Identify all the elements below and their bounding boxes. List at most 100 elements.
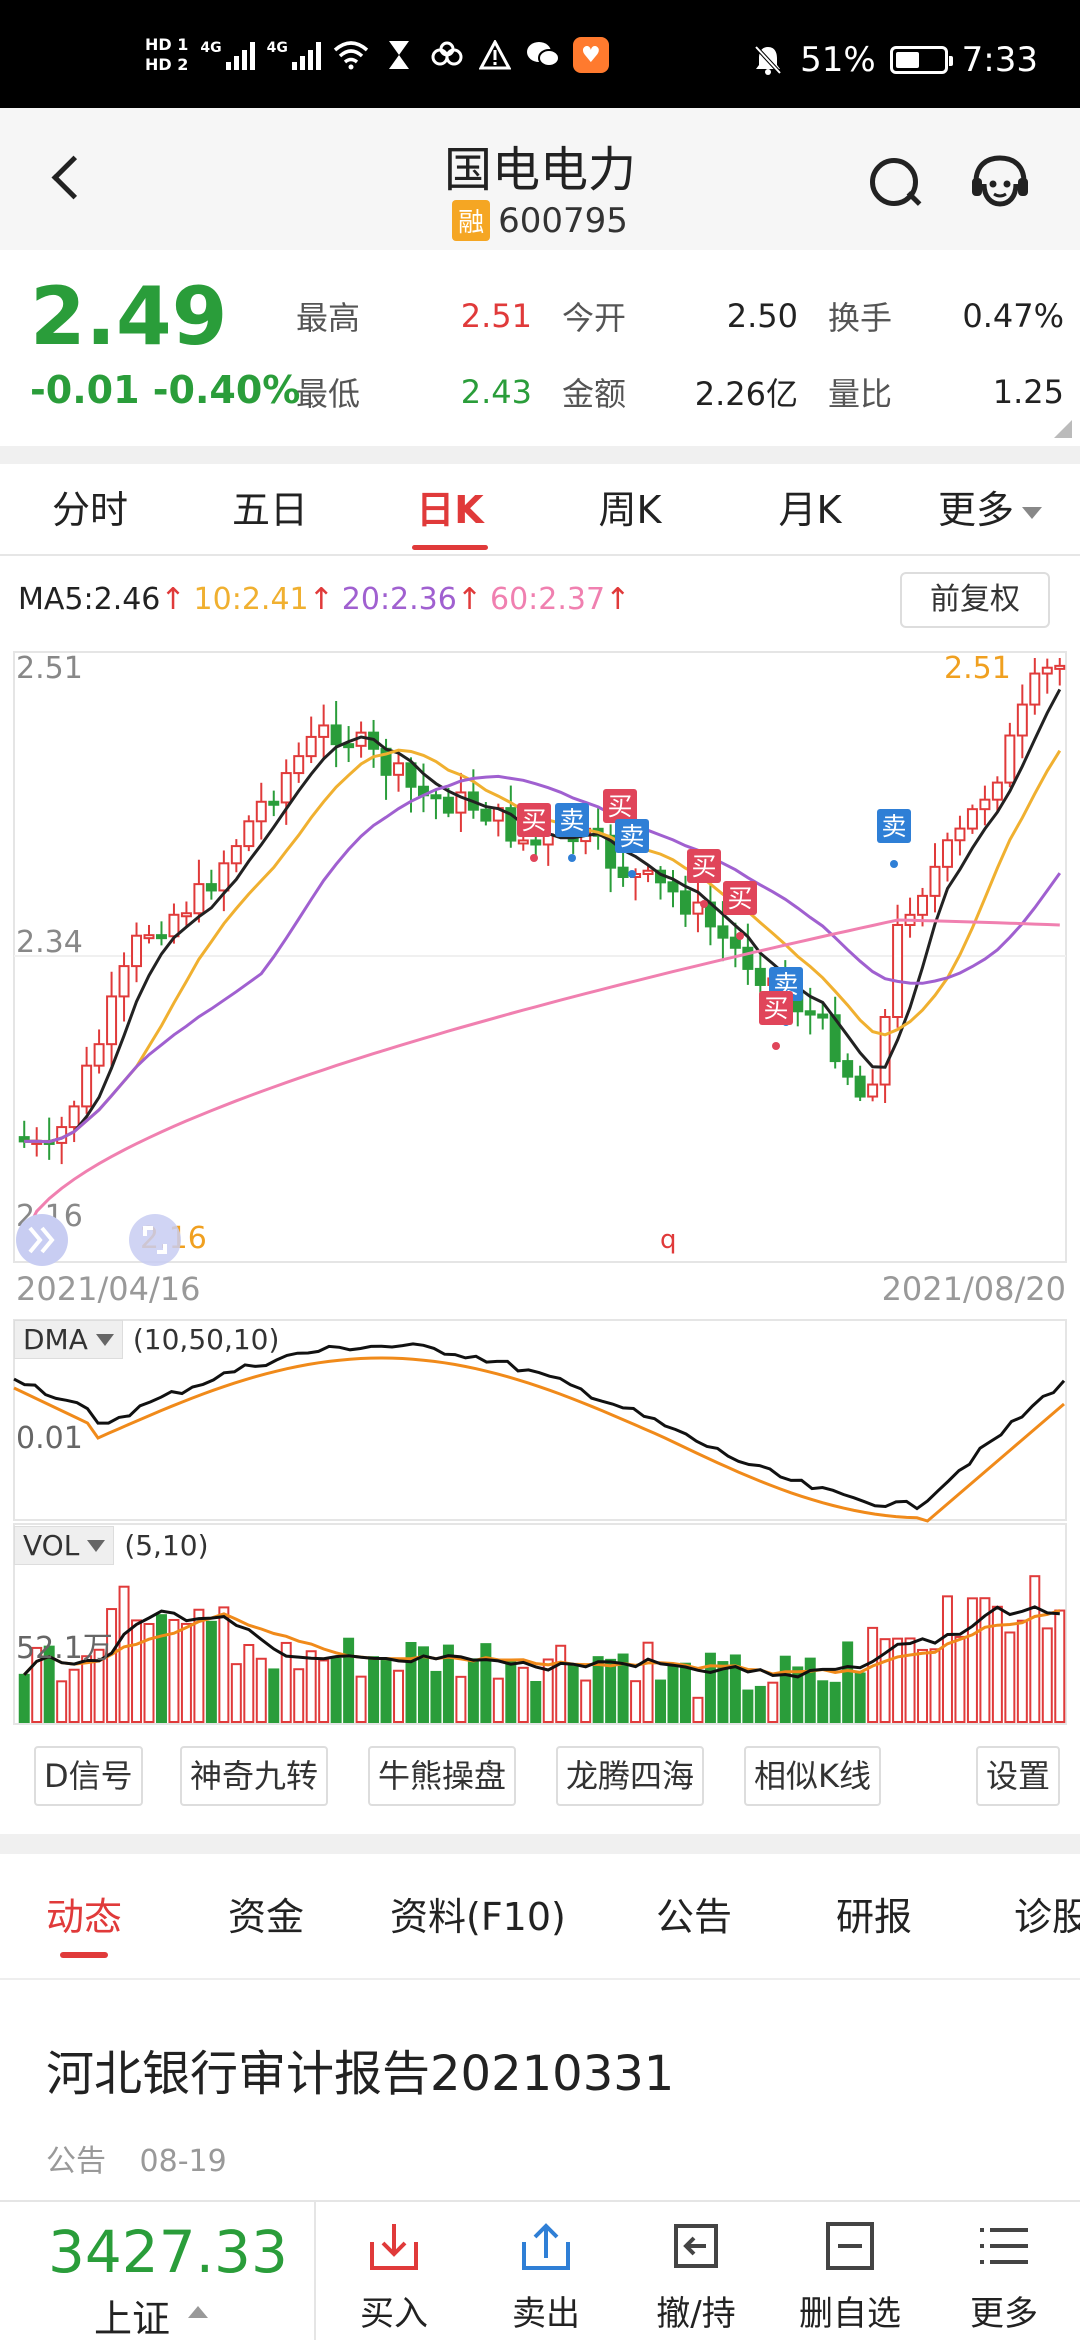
infinity-icon [429, 37, 465, 73]
tool-dragon[interactable]: 龙腾四海 [556, 1746, 705, 1806]
ma10-text: 10:2.41 [193, 582, 309, 617]
stat-value: 2.51 [460, 297, 532, 335]
stat-label: 金额 [562, 375, 627, 413]
candle-body [842, 1060, 854, 1078]
volume-bar [18, 1673, 30, 1723]
dma-frame [13, 1319, 1067, 1521]
candle-body [804, 1010, 816, 1016]
tab-daily-k[interactable]: 日K [360, 464, 540, 554]
volume-bar [892, 1637, 904, 1723]
hd-indicator: HD 1 HD 2 [145, 35, 188, 75]
tab-five-day[interactable]: 五日 [180, 464, 360, 554]
volume-bar [767, 1681, 779, 1724]
wechat-icon [525, 37, 561, 73]
volume-bar [929, 1648, 941, 1724]
index-value[interactable]: 3427.33 [48, 2218, 288, 2286]
volume-bar [642, 1641, 654, 1723]
news-title[interactable]: 河北银行审计报告20210331 [46, 2046, 675, 2102]
ma5-line [24, 688, 1062, 1144]
volume-bar [68, 1668, 80, 1724]
tab-intraday[interactable]: 分时 [0, 464, 180, 554]
remove-watchlist-button[interactable]: 删自选 [790, 2218, 910, 2335]
indicator-tools: D信号 神奇九转 牛熊操盘 龙腾四海 相似K线 设置 [0, 1746, 1080, 1812]
search-icon[interactable] [866, 154, 922, 210]
volume-bar [343, 1637, 355, 1724]
tab-more[interactable]: 更多 [900, 464, 1080, 554]
candle-body [717, 925, 729, 939]
candle-body [729, 936, 741, 949]
robot-assistant-icon[interactable] [968, 152, 1032, 212]
tab-announcements[interactable]: 公告 [656, 1895, 733, 1939]
candle-body [93, 1043, 105, 1067]
tab-monthly-k[interactable]: 月K [720, 464, 900, 554]
cancel-hold-button[interactable]: 撤/持 [636, 2218, 756, 2335]
stat-value: 0.47% [962, 297, 1064, 335]
stock-header: 国电电力 融 600795 [0, 108, 1080, 250]
volume-bar [155, 1614, 167, 1723]
volume-bar [106, 1608, 118, 1724]
dma-lines [13, 1342, 1066, 1523]
stat-label: 今开 [562, 299, 627, 337]
sell-button[interactable]: 卖出 [486, 2218, 606, 2335]
vol-frame [13, 1523, 1067, 1725]
section-divider [0, 446, 1080, 464]
tool-similar-k[interactable]: 相似K线 [744, 1746, 881, 1806]
volume-bar [430, 1670, 442, 1724]
tab-f10[interactable]: 资料(F10) [390, 1895, 566, 1939]
volume-bar [180, 1622, 192, 1724]
tool-settings[interactable]: 设置 [976, 1746, 1061, 1806]
index-name[interactable]: 上证 [94, 2288, 209, 2340]
date-end: 2021/08/20 [881, 1270, 1066, 1308]
net1-label: 4G [200, 40, 222, 56]
volume-bar [792, 1666, 804, 1723]
tab-label: 五日 [231, 488, 308, 532]
buy-signal-label: 买 [691, 852, 716, 881]
tab-news[interactable]: 动态 [46, 1854, 122, 1980]
tab-diagnosis[interactable]: 诊股 [1014, 1895, 1080, 1939]
fullscreen-icon[interactable] [129, 1214, 181, 1266]
sell-signal-bg [615, 819, 649, 853]
tab-weekly-k[interactable]: 周K [540, 464, 720, 554]
signal-dot [628, 870, 636, 878]
heart-app-icon: ♥ [572, 37, 609, 73]
vol-selector[interactable]: VOL [14, 1526, 115, 1565]
candle-body [692, 901, 704, 915]
tab-label: 周K [598, 488, 662, 532]
volume-bar [954, 1635, 966, 1724]
ma-lines [22, 688, 1062, 1237]
period-tabs: 分时 五日 日K 周K 月K 更多 [0, 464, 1080, 556]
candle-body [867, 1083, 879, 1098]
expand-left-icon[interactable] [16, 1214, 68, 1266]
tool-bull-bear[interactable]: 牛熊操盘 [368, 1746, 517, 1806]
stat-label: 最低 [296, 375, 361, 413]
volume-bar [280, 1641, 292, 1724]
status-bar: HD 1 HD 2 4G 4G ♥ 51% [0, 0, 1080, 108]
sell-signal-label: 卖 [881, 812, 906, 841]
volume-bar [754, 1685, 766, 1724]
tool-d-signal[interactable]: D信号 [34, 1746, 143, 1806]
tab-research[interactable]: 研报 [836, 1895, 913, 1939]
candle-body [430, 794, 442, 800]
volume-bar [405, 1641, 417, 1723]
volume-bar [917, 1648, 929, 1723]
volume-bar [31, 1646, 43, 1723]
tool-nine-turn[interactable]: 神奇九转 [180, 1746, 329, 1806]
buy-button[interactable]: 买入 [334, 2218, 454, 2335]
more-label: 更多 [970, 2294, 1038, 2334]
ma60-value: 60:2.37↑ [489, 582, 631, 617]
volume-bar [717, 1661, 729, 1723]
expand-corner-icon[interactable] [1054, 420, 1072, 438]
buy-label: 买入 [360, 2294, 428, 2334]
volume-bar [804, 1657, 816, 1724]
candle-body [205, 883, 217, 892]
stock-code-row: 融 600795 [0, 200, 1080, 241]
ma5-text: MA5:2.46 [18, 582, 161, 617]
volume-bar [854, 1672, 866, 1724]
dma-selector[interactable]: DMA [14, 1320, 123, 1359]
more-button[interactable]: 更多 [944, 2218, 1064, 2335]
candle-body [393, 762, 405, 776]
volume-bar [879, 1638, 891, 1723]
tab-funds[interactable]: 资金 [228, 1895, 305, 1939]
adjust-button[interactable]: 前复权 [900, 572, 1050, 628]
